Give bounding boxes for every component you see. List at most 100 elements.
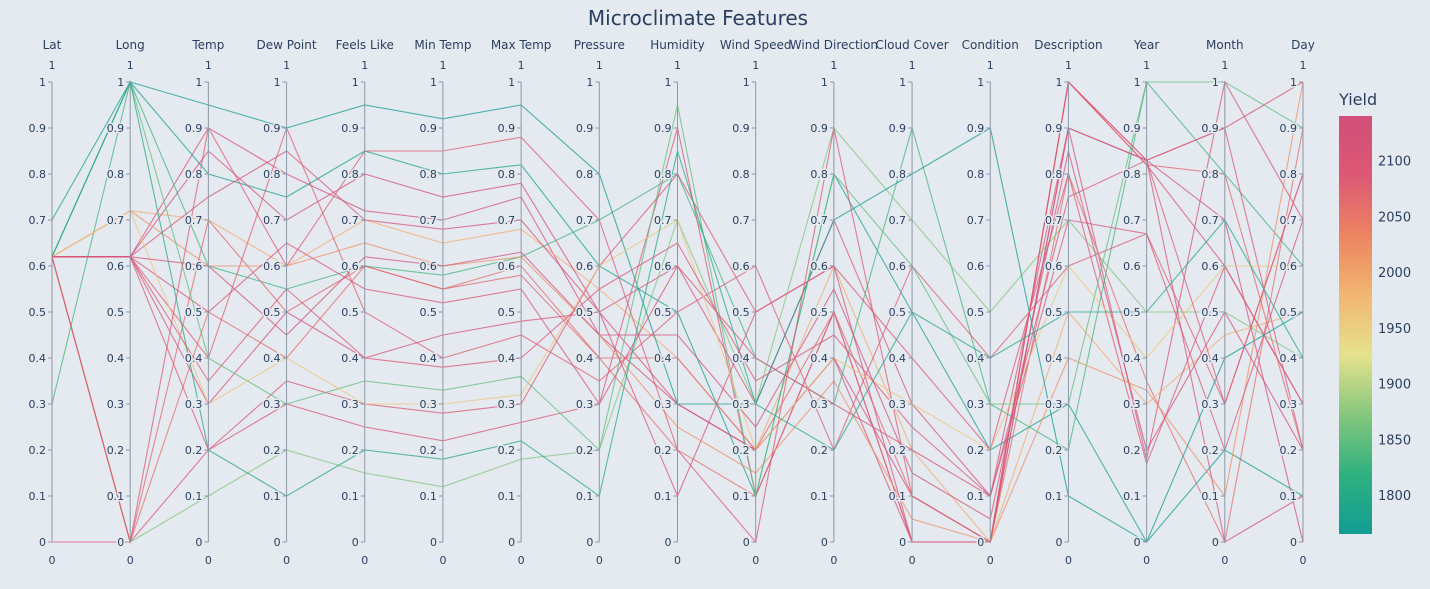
axis-tick-label: 0.1 (498, 490, 516, 503)
axis-tick-label: 0.5 (341, 306, 359, 319)
colorbar-tick-label: 2000 (1378, 266, 1411, 281)
axis-tick-label: 0.4 (1123, 352, 1141, 365)
axis-range-top: 1 (830, 59, 837, 72)
axis-tick-label: 1 (430, 76, 437, 89)
axis-title: Month (1206, 38, 1244, 52)
axis-range-bottom: 0 (439, 554, 446, 567)
axis-tick-label: 0.9 (419, 122, 437, 135)
axis-tick-label: 0.3 (1201, 398, 1219, 411)
axis-tick-label: 0.2 (576, 444, 594, 457)
axis-tick-label: 0.5 (654, 306, 672, 319)
axis-tick-label: 0.3 (419, 398, 437, 411)
axis-pressure: Pressure 1 00 0.1 0.2 0.3 0.4 0.5 0.6 0.7 0.8 0.9 1 (574, 38, 625, 567)
axis-tick-label: 0 (1055, 536, 1062, 549)
axis-tick-label: 0.5 (732, 306, 750, 319)
axis-tick-label: 0.6 (576, 260, 594, 273)
axis-tick-label: 0.8 (1123, 168, 1141, 181)
colorbar-ticks: 1800 1850 1900 1950 2000 2050 2100 (1378, 155, 1411, 504)
axis-tick-label: 0.9 (1280, 122, 1298, 135)
colorbar-tick-label: 1850 (1378, 433, 1411, 448)
axis-tick-label: 0.1 (1280, 490, 1298, 503)
axis-tick-label: 0.8 (29, 168, 47, 181)
axis-tick-label: 0.9 (263, 122, 281, 135)
axis-description: Description 1 00 0.1 0.2 0.3 0.4 0.5 0.6 0.7 0.8 0.… (1034, 38, 1102, 567)
axis-tick-label: 0.1 (576, 490, 594, 503)
axis-tick-label: 0.6 (263, 260, 281, 273)
axis-month: Month 1 00 0.1 0.2 0.3 0.4 0.5 0.6 0.7 0.8 0.9 1 (1200, 38, 1244, 567)
axis-tick-label: 0.5 (498, 306, 516, 319)
axis-dew-point: Dew Point 1 00 0.1 0.2 0.3 0.4 0.5 0.6 0.7 0.8 0.9 1 (257, 38, 317, 567)
axis-tick-label: 0.8 (1201, 168, 1219, 181)
axis-tick-label: 0.9 (889, 122, 907, 135)
axis-range-top: 1 (1065, 59, 1072, 72)
axis-tick-label: 0.7 (263, 214, 281, 227)
axis-tick-label: 0.5 (810, 306, 828, 319)
axis-tick-label: 0.8 (498, 168, 516, 181)
axis-title: Min Temp (414, 38, 471, 52)
colorbar-tick-label: 1900 (1378, 378, 1411, 393)
colorbar-tick-label: 1950 (1378, 322, 1411, 337)
axis-tick-label: 1 (195, 76, 202, 89)
axis-tick-label: 0.8 (576, 168, 594, 181)
axis-tick-label: 0.1 (732, 490, 750, 503)
axis-tick-label: 0 (821, 536, 828, 549)
axis-tick-label: 1 (117, 76, 124, 89)
axis-range-bottom: 0 (518, 554, 525, 567)
axis-tick-label: 0.8 (1280, 168, 1298, 181)
axis-tick-label: 0 (899, 536, 906, 549)
axis-tick-label: 0.2 (1123, 444, 1141, 457)
axis-range-top: 1 (518, 59, 525, 72)
axis-tick-label: 0.2 (263, 444, 281, 457)
axis-tick-label: 0.3 (810, 398, 828, 411)
axis-range-bottom: 0 (752, 554, 759, 567)
axis-tick-label: 0 (274, 536, 281, 549)
axis-tick-label: 0.1 (341, 490, 359, 503)
axis-tick-label: 0.5 (419, 306, 437, 319)
axis-title: Temp (191, 38, 224, 52)
axis-title: Day (1291, 38, 1315, 52)
axis-tick-label: 0.7 (1201, 214, 1219, 227)
axis-tick-label: 0.8 (732, 168, 750, 181)
axis-tick-label: 0.4 (732, 352, 750, 365)
axis-range-bottom: 0 (361, 554, 368, 567)
axis-range-bottom: 0 (830, 554, 837, 567)
axis-range-top: 1 (1221, 59, 1228, 72)
axis-tick-label: 0.9 (732, 122, 750, 135)
axis-tick-label: 0.1 (263, 490, 281, 503)
chart-title: Microclimate Features (588, 6, 808, 30)
axis-range-top: 1 (987, 59, 994, 72)
axis-tick-label: 0.6 (889, 260, 907, 273)
axis-wind-direction: Wind Direction 1 00 0.1 0.2 0.3 0.4 0.5 0.6 0.7 0.… (790, 38, 878, 567)
axis-tick-label: 0.3 (1045, 398, 1063, 411)
axis-tick-label: 0.9 (1123, 122, 1141, 135)
axis-tick-label: 0.9 (654, 122, 672, 135)
axis-tick-label: 0 (665, 536, 672, 549)
axis-title: Wind Direction (790, 38, 878, 52)
axis-tick-label: 0.6 (1201, 260, 1219, 273)
axis-day: Day 1 00 0.1 0.2 0.3 0.4 0.5 0.6 0.7 0.8 0.9 1 (1278, 38, 1315, 567)
axis-tick-label: 0.7 (810, 214, 828, 227)
axis-range-top: 1 (752, 59, 759, 72)
axis-title: Long (116, 38, 145, 52)
axis-range-bottom: 0 (1221, 554, 1228, 567)
axis-tick-label: 0.5 (107, 306, 125, 319)
axis-tick-label: 0.4 (1280, 352, 1298, 365)
axis-tick-label: 1 (508, 76, 515, 89)
axis-tick-label: 0.7 (576, 214, 594, 227)
axis-tick-label: 0.8 (341, 168, 359, 181)
axis-tick-label: 0 (352, 536, 359, 549)
axis-range-bottom: 0 (674, 554, 681, 567)
axis-tick-label: 0.6 (29, 260, 47, 273)
axis-tick-label: 0.6 (419, 260, 437, 273)
axis-tick-label: 0.7 (889, 214, 907, 227)
axis-tick-label: 1 (274, 76, 281, 89)
axis-tick-label: 1 (352, 76, 359, 89)
axis-title: Pressure (574, 38, 625, 52)
colorbar: Yield 1800 1850 1900 1950 2000 2050 2100 (1338, 90, 1411, 534)
axis-tick-label: 0.8 (1045, 168, 1063, 181)
axis-tick-label: 0.8 (107, 168, 125, 181)
axis-tick-label: 0.8 (185, 168, 203, 181)
axis-title: Max Temp (491, 38, 552, 52)
axis-tick-label: 0 (430, 536, 437, 549)
axis-tick-label: 0.2 (498, 444, 516, 457)
